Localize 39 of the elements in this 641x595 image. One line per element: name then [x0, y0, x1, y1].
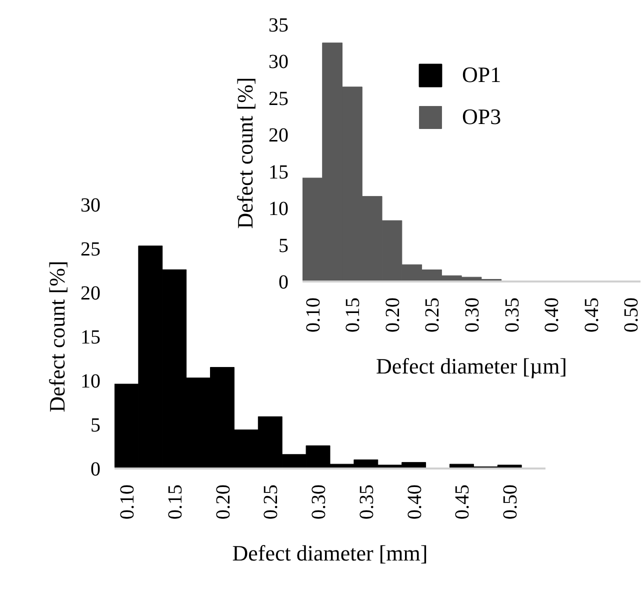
- x-axis-title: Defect diameter [mm]: [232, 540, 428, 566]
- x-tick-label: 0.30: [462, 298, 484, 332]
- x-tick-label: 0.35: [501, 298, 524, 332]
- legend-label: OP1: [462, 62, 502, 88]
- y-tick-label: 35: [268, 14, 288, 36]
- y-tick-label: 5: [278, 234, 288, 257]
- x-tick-label: 0.25: [260, 484, 282, 520]
- legend-label: OP3: [462, 104, 502, 130]
- x-tick-label: 0.45: [452, 484, 474, 520]
- y-tick-label: 30: [80, 194, 100, 216]
- x-tick-label: 0.10: [302, 298, 324, 332]
- x-tick-label: 0.30: [308, 484, 330, 520]
- x-tick-label: 0.10: [116, 484, 138, 520]
- x-tick-label: 0.50: [500, 484, 522, 520]
- y-axis-title: Defect count [%]: [232, 77, 258, 229]
- x-tick-label: 0.45: [580, 298, 603, 332]
- x-tick-label: 0.15: [164, 484, 186, 520]
- y-tick-label: 20: [80, 282, 100, 304]
- x-tick-label: 0.35: [356, 484, 378, 520]
- x-tick-label: 0.20: [212, 484, 234, 520]
- y-tick-label: 30: [268, 51, 288, 74]
- y-tick-label: 15: [268, 161, 288, 184]
- x-tick-label: 0.25: [422, 298, 444, 332]
- y-tick-label: 10: [268, 198, 288, 220]
- y-tick-label: 5: [90, 414, 100, 436]
- x-axis-title: Defect diameter [µm]: [376, 354, 568, 378]
- y-tick-label: 20: [268, 124, 288, 147]
- y-tick-label: 25: [268, 88, 288, 110]
- y-tick-label: 25: [80, 238, 100, 260]
- y-axis-title: Defect count [%]: [44, 260, 70, 412]
- y-tick-label: 15: [80, 326, 100, 348]
- x-tick-label: 0.40: [404, 484, 426, 520]
- x-tick-label: 0.50: [620, 298, 641, 332]
- y-tick-label: 0: [278, 272, 288, 294]
- x-tick-label: 0.20: [382, 298, 404, 332]
- y-tick-label: 0: [90, 458, 100, 480]
- y-tick-label: 10: [80, 370, 100, 392]
- x-tick-label: 0.40: [541, 298, 564, 332]
- x-tick-label: 0.15: [342, 298, 364, 332]
